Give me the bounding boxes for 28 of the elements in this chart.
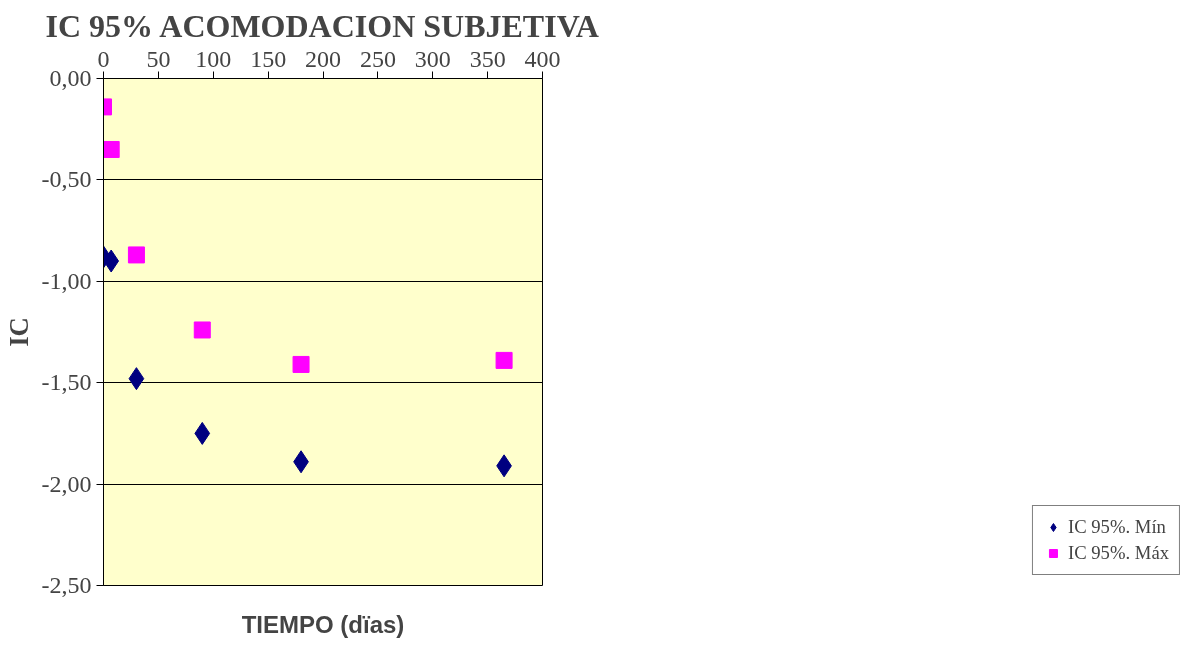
point <box>103 249 120 273</box>
x-tick-label: 0 <box>97 45 110 72</box>
legend-label: IC 95%. Máx <box>1067 542 1169 564</box>
y-tick-label: -1,50 <box>41 369 92 396</box>
legend-label: IC 95%. Mín <box>1067 516 1166 538</box>
x-axis-title: TIEMPO (dïas) <box>241 610 405 638</box>
x-tick-label: 400 <box>524 45 561 72</box>
point <box>103 140 120 158</box>
x-tick-label: 200 <box>305 45 341 72</box>
x-tick-label: 300 <box>414 45 451 72</box>
point <box>194 421 211 445</box>
x-tick-label: 350 <box>469 45 506 72</box>
point <box>128 367 145 391</box>
point <box>495 351 513 369</box>
y-tick-label: -2,50 <box>41 572 92 598</box>
y-tick-label: -1,00 <box>41 267 92 294</box>
x-tick-label: 100 <box>195 45 232 72</box>
y-tick-label: 0,00 <box>49 65 92 91</box>
y-tick-label: -0,50 <box>41 166 92 193</box>
x-tick-label: 50 <box>146 45 171 72</box>
y-axis-title: IC <box>3 317 34 347</box>
y-tick-label: -2,00 <box>41 470 92 497</box>
point <box>292 355 310 373</box>
point <box>193 321 211 339</box>
chart-title: IC 95% ACOMODACION SUBJETIVA <box>45 7 599 44</box>
x-tick-label: 250 <box>359 45 396 72</box>
x-tick-label: 150 <box>250 45 287 72</box>
point <box>127 246 145 264</box>
